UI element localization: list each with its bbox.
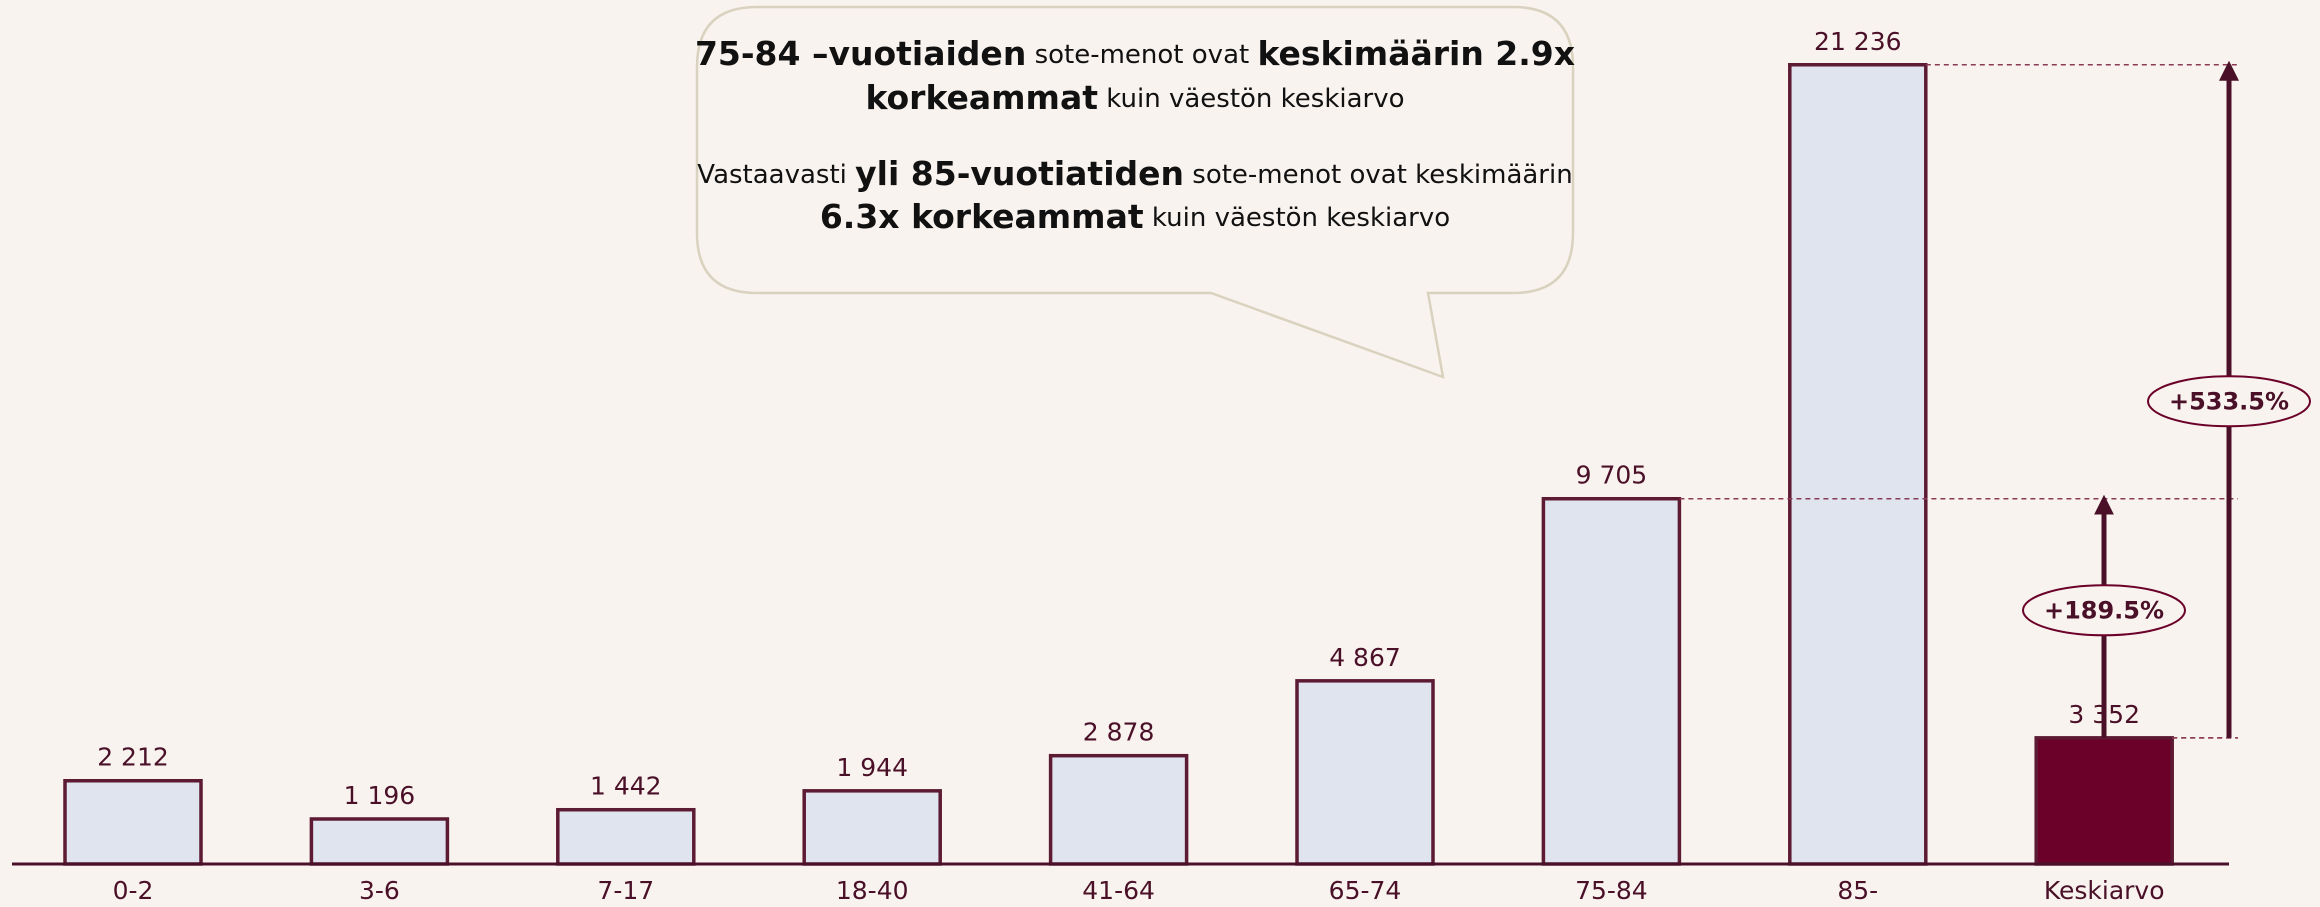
callout-text: sote-menot ovat <box>1026 40 1257 70</box>
x-tick-label: Keskiarvo <box>2044 876 2165 903</box>
callout-text: Vastaavasti <box>697 160 855 190</box>
callout-text: keskimäärin 2.9x <box>1257 34 1575 73</box>
diff-label: +189.5% <box>2044 596 2164 624</box>
x-tick-label: 7-17 <box>597 876 654 903</box>
bar <box>63 778 203 866</box>
value-label: 2 878 <box>1083 718 1155 747</box>
value-label: 1 944 <box>836 753 908 782</box>
callout-line: Vastaavasti yli 85-vuotiatiden sote-meno… <box>697 154 1572 193</box>
bar <box>556 807 696 866</box>
bar <box>1295 679 1435 866</box>
value-label: 2 212 <box>97 743 169 772</box>
callout-text: korkeammat <box>865 78 1098 117</box>
callout-line: korkeammat kuin väestön keskiarvo <box>865 78 1404 117</box>
diff-label: +533.5% <box>2169 387 2289 415</box>
bar <box>309 817 450 866</box>
x-tick-label: 75-84 <box>1575 876 1648 903</box>
callout-text: yli 85-vuotiatiden <box>855 154 1184 193</box>
x-tick-label: 41-64 <box>1082 876 1155 903</box>
value-label: 4 867 <box>1329 643 1401 672</box>
value-label: 21 236 <box>1814 27 1901 56</box>
callout-line: 6.3x korkeammat kuin väestön keskiarvo <box>820 197 1450 236</box>
diff-badge <box>2022 584 2186 637</box>
value-label: 1 442 <box>590 772 662 801</box>
callout-text: 75-84 –vuotiaiden <box>695 34 1026 73</box>
x-tick-label: 85- <box>1837 876 1878 903</box>
bar <box>802 789 942 866</box>
diff-badge <box>2147 375 2311 428</box>
bar <box>1048 753 1189 866</box>
x-tick-label: 65-74 <box>1329 876 1402 903</box>
x-tick-label: 3-6 <box>359 876 400 903</box>
x-tick-label: 0-2 <box>113 876 154 903</box>
callout-text: kuin väestön keskiarvo <box>1098 84 1405 114</box>
value-label: 9 705 <box>1576 461 1648 490</box>
bar <box>2034 736 2174 866</box>
callout-bubble <box>695 5 1575 379</box>
bar <box>1788 63 1928 866</box>
callout-text: kuin väestön keskiarvo <box>1144 203 1451 233</box>
bar <box>1541 496 1682 866</box>
callout-text: sote-menot ovat keskimäärin <box>1184 160 1573 190</box>
callout-line: 75-84 –vuotiaiden sote-menot ovat keskim… <box>695 34 1575 73</box>
value-label: 1 196 <box>344 781 416 810</box>
x-tick-label: 18-40 <box>836 876 909 903</box>
callout-text: 6.3x korkeammat <box>820 197 1144 236</box>
